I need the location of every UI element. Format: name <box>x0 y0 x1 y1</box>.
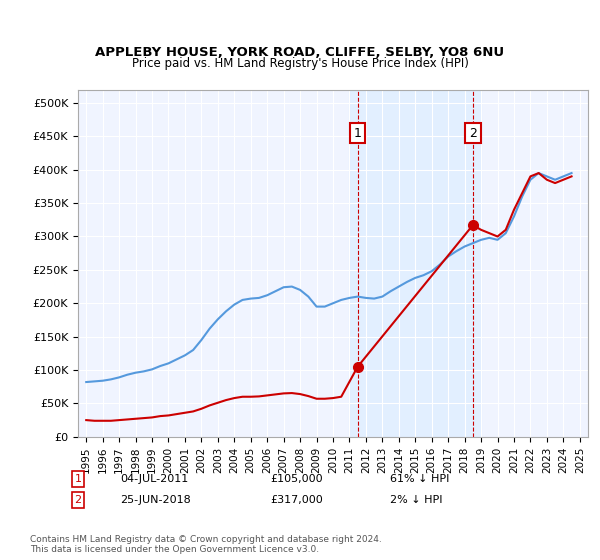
Text: 04-JUL-2011: 04-JUL-2011 <box>120 474 188 484</box>
Text: 2: 2 <box>469 127 477 139</box>
Text: APPLEBY HOUSE, YORK ROAD, CLIFFE, SELBY, YO8 6NU: APPLEBY HOUSE, YORK ROAD, CLIFFE, SELBY,… <box>95 46 505 59</box>
Text: £105,000: £105,000 <box>270 474 323 484</box>
Text: 2: 2 <box>74 495 82 505</box>
Text: 2% ↓ HPI: 2% ↓ HPI <box>390 495 443 505</box>
Bar <box>349 90 481 437</box>
Text: Contains HM Land Registry data © Crown copyright and database right 2024.
This d: Contains HM Land Registry data © Crown c… <box>30 535 382 554</box>
Text: 1: 1 <box>354 127 362 139</box>
Text: 25-JUN-2018: 25-JUN-2018 <box>120 495 191 505</box>
Text: £317,000: £317,000 <box>270 495 323 505</box>
Text: Price paid vs. HM Land Registry's House Price Index (HPI): Price paid vs. HM Land Registry's House … <box>131 57 469 70</box>
Text: 61% ↓ HPI: 61% ↓ HPI <box>390 474 449 484</box>
Text: 1: 1 <box>74 474 82 484</box>
